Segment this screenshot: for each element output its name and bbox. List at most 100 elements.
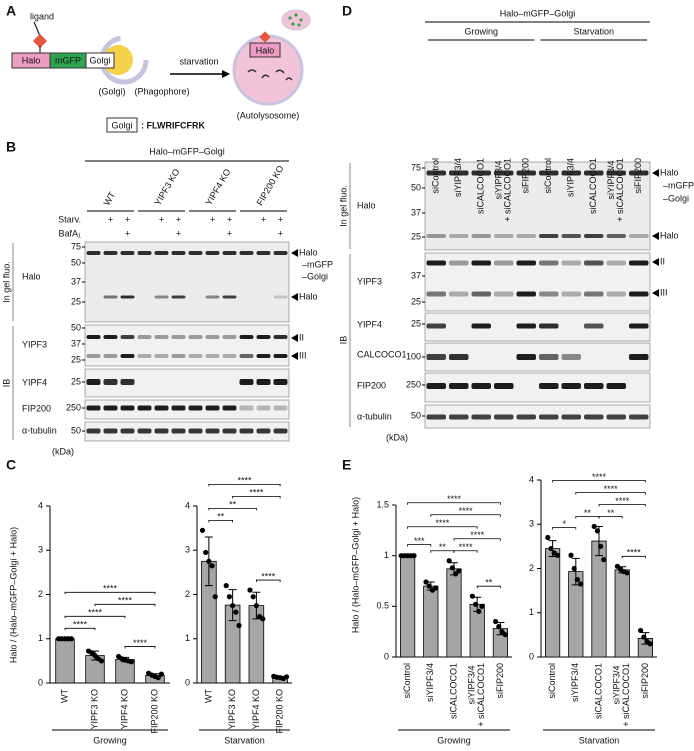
- vesicle: [281, 9, 311, 31]
- data-point: [230, 602, 236, 609]
- data-point: [641, 634, 647, 640]
- blot-band: [426, 291, 446, 297]
- x-tick-label: siYIPF3/4: [425, 663, 435, 702]
- data-point: [155, 675, 161, 681]
- y-tick-label: 2: [38, 589, 43, 599]
- arrowhead: [652, 232, 659, 240]
- row-label: FIP200: [22, 403, 51, 413]
- marker-label: 37: [411, 207, 421, 217]
- significance-label: ****: [447, 494, 462, 504]
- blot-band: [494, 234, 514, 238]
- blot-band: [86, 428, 101, 434]
- y-tick-label: 1: [185, 633, 190, 643]
- significance-bracket: [552, 480, 646, 483]
- treatment-mark: +: [278, 228, 283, 238]
- significance-label: ****: [103, 584, 118, 594]
- band-label: Halo: [299, 291, 318, 301]
- blot-band: [629, 323, 649, 329]
- significance-label: **: [584, 508, 592, 518]
- data-point: [578, 581, 584, 587]
- blot-band: [471, 260, 491, 266]
- lane-label: FIP200 KO: [255, 164, 286, 208]
- marker-label: 25: [411, 231, 421, 241]
- blot: [84, 368, 290, 398]
- blot-band: [256, 379, 271, 385]
- blot-band: [188, 251, 203, 255]
- x-tick-label: siCALCOCO1: [448, 663, 458, 719]
- ligand-icon: [259, 31, 271, 43]
- lane-label: siFIP200: [521, 158, 531, 194]
- significance-label: ****: [435, 518, 450, 528]
- data-point: [493, 618, 499, 625]
- blot-band: [205, 335, 220, 339]
- data-point: [594, 528, 601, 534]
- data-point: [423, 579, 429, 585]
- y-tick-label: 2: [185, 589, 190, 599]
- lane-label: siControl: [543, 158, 553, 194]
- blot-band: [494, 414, 514, 420]
- blot-band: [86, 405, 101, 411]
- blot-band: [426, 170, 446, 176]
- halo-box: [249, 42, 281, 58]
- x-tick-label: YIPF4 KO: [119, 689, 129, 730]
- data-point: [638, 627, 644, 634]
- significance-label: **: [229, 500, 237, 510]
- significance-bracket: [598, 516, 623, 519]
- row-label: YIPF4: [357, 319, 382, 329]
- blot-band: [171, 295, 186, 299]
- blot-band: [239, 354, 254, 358]
- construct-label: Halo–mGFP–Golgi: [149, 146, 225, 156]
- schematic: ligand Halo mGFP Golgi (Golgi) (Phagopho…: [11, 9, 311, 133]
- blot-band: [256, 335, 271, 339]
- data-point: [128, 659, 134, 665]
- blot-band: [256, 354, 271, 358]
- marker-label: 25: [71, 354, 81, 364]
- data-point: [158, 671, 164, 677]
- data-point: [212, 594, 218, 600]
- blot-band: [539, 291, 559, 297]
- significance-bracket: [208, 507, 257, 511]
- marker-label: 50: [71, 425, 81, 435]
- blot-band: [86, 251, 101, 255]
- significance-label: ****: [604, 484, 619, 494]
- blot-band: [188, 335, 203, 339]
- blot-band: [471, 414, 491, 420]
- significance-bracket: [124, 646, 156, 649]
- blot-band: [584, 323, 604, 329]
- data-point: [568, 552, 574, 558]
- blot-band: [449, 414, 469, 420]
- blot-band: [273, 354, 288, 358]
- significance-bracket: [621, 555, 646, 559]
- y-tick-label: 0: [384, 651, 389, 661]
- blot-band: [494, 383, 514, 389]
- data-point: [411, 553, 417, 559]
- row-label: YIPF3: [22, 339, 47, 349]
- blot-band: [188, 428, 203, 434]
- blot-band: [584, 383, 604, 389]
- blot-band: [449, 170, 469, 176]
- treatment-mark: +: [227, 214, 232, 224]
- mgfp-text: mGFP: [55, 55, 81, 65]
- blot-band: [606, 260, 626, 266]
- data-point: [223, 583, 229, 589]
- condition-label: Growing: [464, 26, 498, 36]
- panel-label: E: [342, 457, 351, 473]
- marker-label: 50: [71, 322, 81, 332]
- data-point: [647, 641, 653, 647]
- y-tick-label: 3: [38, 545, 43, 555]
- blot-band: [426, 234, 446, 238]
- blot-band: [494, 170, 514, 176]
- blot-band: [86, 354, 101, 358]
- ligand-label: ligand: [30, 11, 54, 21]
- blot-band: [494, 260, 514, 266]
- significance-label: ****: [592, 472, 607, 482]
- blot-band: [273, 379, 288, 385]
- significance-bracket: [208, 519, 234, 523]
- marker-label: 250: [66, 402, 81, 412]
- group-label: Growing: [437, 735, 471, 745]
- blot-band: [273, 335, 288, 339]
- blot-band: [584, 291, 604, 297]
- blot-band: [205, 405, 220, 411]
- significance-bracket: [208, 483, 281, 487]
- blot-band: [516, 234, 536, 238]
